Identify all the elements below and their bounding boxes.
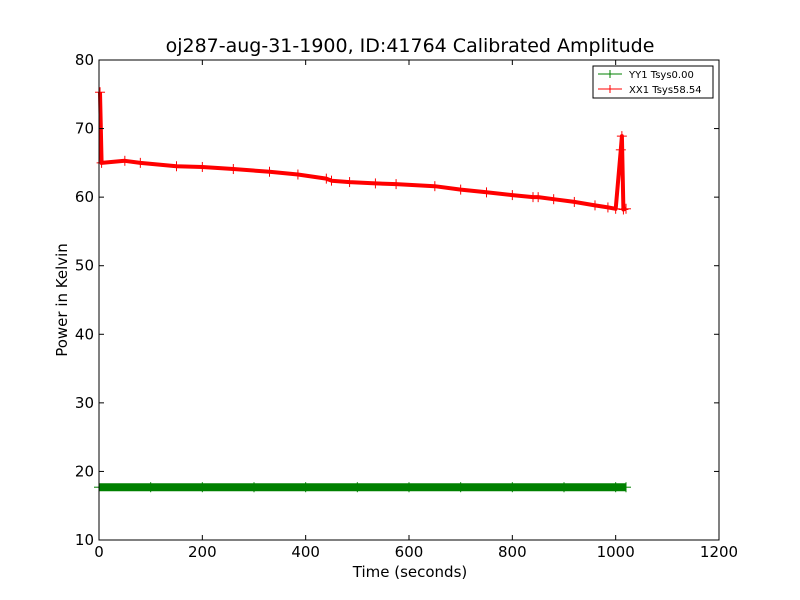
data-point	[391, 179, 402, 190]
data-point	[370, 178, 381, 189]
x-tick-label: 800	[498, 543, 527, 561]
legend-label: YY1 Tsys0.00	[628, 70, 694, 81]
series-0	[94, 482, 631, 493]
data-point	[292, 169, 303, 180]
data-point	[119, 155, 130, 166]
data-point	[95, 87, 106, 98]
x-tick-label: 1200	[700, 543, 738, 561]
data-point	[616, 131, 627, 142]
x-tick-label: 600	[395, 543, 424, 561]
plot-area	[94, 87, 631, 493]
data-point	[621, 203, 631, 214]
y-tick-label: 50	[75, 257, 94, 275]
data-point	[352, 482, 363, 493]
legend-box	[592, 65, 714, 99]
x-tick-label: 0	[94, 543, 104, 561]
legend-item: YY1 Tsys0.00	[598, 70, 694, 81]
x-tick-label: 400	[291, 543, 320, 561]
data-point	[590, 200, 600, 211]
data-point	[321, 173, 332, 184]
data-point	[171, 161, 182, 172]
axis-ticks: 0 200 400 600 800 1000 1200 10 20 30 40 50 60 70 80	[75, 51, 738, 561]
y-tick-label: 40	[75, 325, 94, 343]
data-point	[533, 192, 544, 203]
data-point	[507, 482, 518, 493]
legend: YY1 Tsys0.00 XX1 Tsys58.54	[592, 65, 714, 99]
series-1	[95, 87, 631, 215]
data-point	[559, 482, 569, 493]
data-point	[455, 482, 466, 493]
y-tick-label: 20	[75, 462, 94, 480]
data-point	[135, 157, 146, 168]
data-point	[264, 166, 275, 177]
data-point	[602, 202, 613, 213]
data-point	[249, 482, 259, 493]
y-tick-label: 30	[75, 394, 94, 412]
legend-item: XX1 Tsys58.54	[598, 85, 702, 96]
y-tick-label: 10	[75, 531, 94, 549]
data-point	[481, 187, 492, 198]
data-point	[404, 482, 414, 493]
data-point	[197, 482, 208, 493]
data-point	[610, 203, 621, 214]
data-point	[300, 482, 311, 493]
data-point	[507, 190, 518, 201]
chart-title: oj287-aug-31-1900, ID:41764 Calibrated A…	[166, 35, 655, 57]
data-point	[455, 184, 466, 195]
data-point	[615, 144, 626, 155]
y-tick-label: 60	[75, 188, 94, 206]
x-tick-label: 200	[188, 543, 217, 561]
data-point	[96, 157, 107, 168]
data-point	[228, 164, 239, 175]
y-axis-label: Power in Kelvin	[53, 243, 71, 357]
data-point	[197, 161, 208, 172]
data-point	[326, 175, 337, 186]
data-point	[548, 194, 559, 205]
y-tick-label: 70	[75, 120, 94, 138]
legend-label: XX1 Tsys58.54	[629, 85, 702, 96]
x-tick-label: 1000	[597, 543, 635, 561]
x-axis-label: Time (seconds)	[352, 563, 468, 581]
data-point	[621, 482, 631, 493]
data-point	[618, 204, 629, 215]
data-point	[429, 181, 440, 192]
data-point	[145, 482, 156, 493]
data-point	[610, 482, 621, 493]
y-tick-label: 80	[75, 51, 94, 69]
data-point	[344, 177, 355, 188]
data-point	[569, 196, 580, 207]
